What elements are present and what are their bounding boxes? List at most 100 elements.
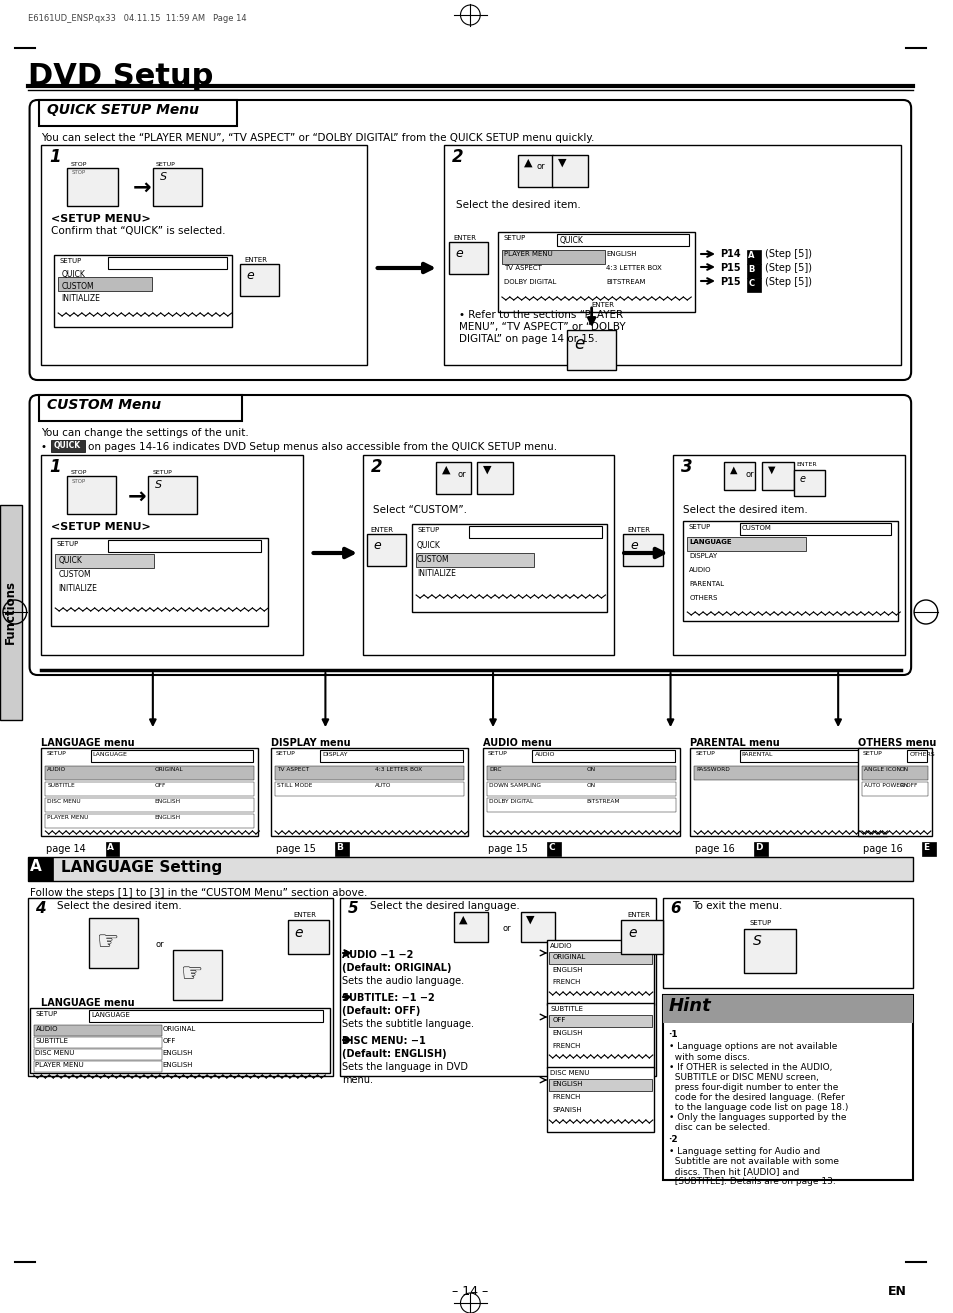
Bar xyxy=(739,523,890,534)
Bar xyxy=(46,814,254,829)
Text: AUDIO: AUDIO xyxy=(48,767,67,772)
Text: P14: P14 xyxy=(720,249,740,259)
Bar xyxy=(690,748,886,836)
Text: EN: EN xyxy=(886,1285,905,1299)
Bar xyxy=(274,765,464,780)
Bar xyxy=(239,264,279,295)
Text: ENTER: ENTER xyxy=(591,302,614,309)
Text: or: or xyxy=(744,470,753,479)
Bar xyxy=(743,930,795,973)
Text: (Default: ORIGINAL): (Default: ORIGINAL) xyxy=(342,962,451,973)
Text: Sets the language in DVD: Sets the language in DVD xyxy=(342,1062,468,1071)
Text: e: e xyxy=(629,540,638,551)
Text: ▼: ▼ xyxy=(767,465,775,475)
Text: STOP: STOP xyxy=(71,161,88,167)
Bar xyxy=(28,857,53,881)
Bar xyxy=(271,748,468,836)
Text: e: e xyxy=(294,926,303,940)
Text: A: A xyxy=(30,859,41,874)
Text: LANGUAGE: LANGUAGE xyxy=(689,540,731,545)
Bar xyxy=(476,462,512,494)
Text: →: → xyxy=(133,179,152,198)
Text: To exit the menu.: To exit the menu. xyxy=(692,901,781,911)
Text: P15: P15 xyxy=(720,263,740,273)
Bar xyxy=(412,524,607,612)
Bar xyxy=(549,952,651,964)
Text: 6: 6 xyxy=(670,901,680,916)
Bar xyxy=(861,765,927,780)
Text: ENTER: ENTER xyxy=(371,527,394,533)
Text: DISC MENU: DISC MENU xyxy=(550,1070,589,1075)
Text: LANGUAGE Setting: LANGUAGE Setting xyxy=(61,860,222,874)
Text: e: e xyxy=(627,926,636,940)
Bar xyxy=(46,798,254,811)
Text: menu.: menu. xyxy=(342,1075,373,1085)
Text: Select the desired item.: Select the desired item. xyxy=(57,901,182,911)
Text: Confirm that “QUICK” is selected.: Confirm that “QUICK” is selected. xyxy=(51,226,226,236)
Text: STOP: STOP xyxy=(71,470,88,475)
Text: SETUP: SETUP xyxy=(35,1011,58,1018)
Text: Sets the audio language.: Sets the audio language. xyxy=(342,976,464,986)
Text: •: • xyxy=(41,442,51,452)
Text: AUDIO −1 −2: AUDIO −1 −2 xyxy=(342,951,413,960)
Text: ·1: ·1 xyxy=(668,1029,678,1039)
Text: or: or xyxy=(456,470,465,479)
Text: C: C xyxy=(748,278,754,288)
Text: ·2: ·2 xyxy=(668,1134,678,1144)
Text: Select the desired item.: Select the desired item. xyxy=(682,506,807,515)
Text: DISPLAY: DISPLAY xyxy=(322,752,348,758)
Text: page 16: page 16 xyxy=(862,844,902,853)
Text: ANGLE ICON: ANGLE ICON xyxy=(862,767,900,772)
Text: LANGUAGE: LANGUAGE xyxy=(91,1012,131,1018)
Text: ENTER: ENTER xyxy=(796,462,817,467)
Text: 3: 3 xyxy=(680,458,692,477)
Bar xyxy=(547,940,653,1004)
Text: ORIGINAL: ORIGINAL xyxy=(163,1025,196,1032)
Text: (Step [5]): (Step [5]) xyxy=(764,263,811,273)
Bar xyxy=(662,995,912,1023)
Text: QUICK: QUICK xyxy=(61,270,85,278)
Text: SETUP: SETUP xyxy=(416,527,439,533)
Bar xyxy=(566,330,616,370)
Text: P15: P15 xyxy=(720,277,740,288)
Text: e: e xyxy=(456,247,463,260)
Text: (Default: ENGLISH): (Default: ENGLISH) xyxy=(342,1049,446,1060)
Bar xyxy=(517,155,553,186)
Bar xyxy=(469,527,601,538)
Text: CUSTOM: CUSTOM xyxy=(740,525,771,530)
Text: LANGUAGE menu: LANGUAGE menu xyxy=(41,738,135,748)
Text: ON: ON xyxy=(586,783,596,788)
Text: • If OTHER is selected in the AUDIO,: • If OTHER is selected in the AUDIO, xyxy=(668,1064,831,1071)
Text: to the language code list on page 18.): to the language code list on page 18.) xyxy=(668,1103,847,1112)
Text: AUDIO: AUDIO xyxy=(550,943,572,949)
Text: SPANISH: SPANISH xyxy=(552,1107,581,1113)
FancyBboxPatch shape xyxy=(30,395,910,675)
Bar xyxy=(41,748,258,836)
Bar xyxy=(320,750,463,762)
Text: SETUP: SETUP xyxy=(56,541,78,548)
Bar xyxy=(443,144,901,365)
Text: LANGUAGE menu: LANGUAGE menu xyxy=(41,998,135,1008)
Bar xyxy=(335,842,349,856)
Text: CUSTOM: CUSTOM xyxy=(61,282,93,291)
Bar xyxy=(33,1037,162,1048)
Bar xyxy=(487,798,676,811)
Text: ▲: ▲ xyxy=(441,465,450,475)
Bar xyxy=(28,857,912,881)
Text: PLAYER MENU: PLAYER MENU xyxy=(48,815,89,821)
Bar xyxy=(39,395,241,421)
Text: You can change the settings of the unit.: You can change the settings of the unit. xyxy=(41,428,249,439)
Text: Functions: Functions xyxy=(5,580,17,643)
Text: D: D xyxy=(755,843,762,852)
Text: DOLBY DIGITAL: DOLBY DIGITAL xyxy=(503,278,556,285)
Bar xyxy=(746,264,760,278)
Bar xyxy=(106,842,119,856)
Text: ENTER: ENTER xyxy=(244,257,267,263)
Text: PARENTAL: PARENTAL xyxy=(740,752,772,758)
Bar xyxy=(694,765,882,780)
Bar xyxy=(921,842,935,856)
Text: CUSTOM: CUSTOM xyxy=(416,555,449,565)
Text: E: E xyxy=(922,843,928,852)
Bar xyxy=(89,1010,323,1022)
Text: (Step [5]): (Step [5]) xyxy=(764,249,811,259)
